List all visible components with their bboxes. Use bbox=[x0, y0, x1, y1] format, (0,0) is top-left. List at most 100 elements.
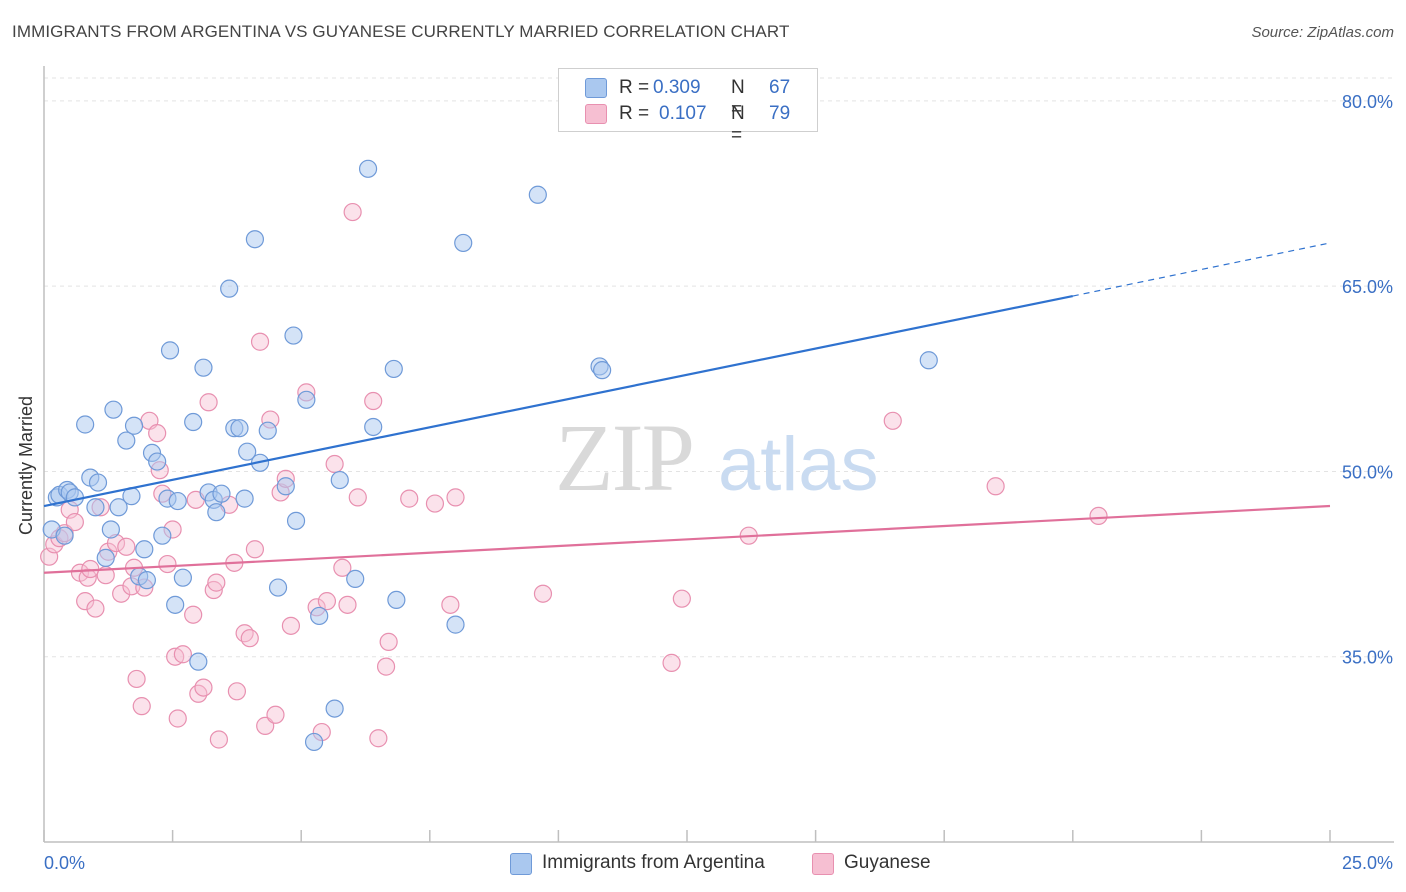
guyanese-point bbox=[158, 554, 177, 574]
legend-swatch-guyanese bbox=[585, 104, 607, 124]
guyanese-point bbox=[184, 605, 203, 624]
guyanese-point bbox=[235, 624, 254, 643]
argentina-point bbox=[101, 520, 120, 539]
guyanese-point bbox=[281, 616, 301, 635]
argentina-point bbox=[212, 484, 231, 503]
argentina-points bbox=[42, 159, 938, 752]
guyanese-point bbox=[317, 592, 337, 611]
argentina-point bbox=[124, 416, 144, 435]
argentina-point bbox=[96, 548, 115, 568]
guyanese-point bbox=[250, 332, 270, 351]
legend-swatch-guyanese bbox=[812, 853, 834, 875]
argentina-point bbox=[55, 526, 74, 545]
guyanese-point bbox=[672, 589, 691, 608]
guyanese-point bbox=[194, 678, 213, 697]
argentina-point bbox=[135, 540, 154, 559]
guyanese-point bbox=[441, 595, 460, 614]
guyanese-point bbox=[132, 697, 151, 716]
argentina-point bbox=[207, 503, 226, 522]
legend-swatch-argentina bbox=[510, 853, 532, 875]
y-axis-label: Currently Married bbox=[16, 395, 36, 535]
tick-labels: 35.0% 50.0% 65.0% 80.0% 0.0% 25.0% bbox=[44, 92, 1393, 873]
argentina-point bbox=[189, 652, 208, 671]
argentina-point bbox=[153, 526, 172, 545]
x-tick-label: 25.0% bbox=[1342, 853, 1393, 873]
watermark-zip: ZIP bbox=[555, 404, 693, 511]
argentina-point bbox=[235, 489, 254, 508]
argentina-point bbox=[358, 159, 378, 178]
argentina-point bbox=[268, 578, 288, 597]
argentina-point bbox=[446, 615, 465, 634]
argentina-point bbox=[304, 732, 324, 752]
legend-r-value: 0.309 bbox=[653, 77, 701, 98]
guyanese-point bbox=[364, 391, 383, 411]
argentina-point bbox=[258, 421, 277, 440]
legend-r-value: 0.107 bbox=[659, 103, 707, 124]
argentina-point bbox=[109, 498, 128, 517]
x-tick-label: 0.0% bbox=[44, 853, 85, 873]
argentina-point bbox=[168, 491, 187, 511]
legend-n-value: 79 bbox=[769, 103, 791, 124]
guyanese-point bbox=[446, 488, 465, 507]
guyanese-point bbox=[76, 592, 95, 611]
argentina-point bbox=[86, 498, 105, 517]
guyanese-point bbox=[376, 657, 396, 676]
guyanese-point bbox=[199, 393, 218, 412]
axes bbox=[43, 66, 1394, 843]
y-tick-label: 80.0% bbox=[1342, 92, 1393, 112]
guyanese-point bbox=[333, 558, 352, 577]
guyanese-point bbox=[266, 705, 285, 724]
argentina-point bbox=[88, 473, 108, 492]
argentina-point bbox=[454, 233, 473, 253]
argentina-point bbox=[117, 431, 136, 450]
guyanese-point bbox=[240, 629, 259, 648]
guyanese-trend-line bbox=[43, 504, 1331, 574]
argentina-point bbox=[330, 470, 349, 490]
legend-n-value: 67 bbox=[769, 77, 791, 98]
argentina-point bbox=[325, 699, 344, 718]
guyanese-point bbox=[986, 477, 1005, 496]
guyanese-point bbox=[204, 580, 223, 600]
guyanese-point bbox=[256, 716, 275, 735]
guyanese-point bbox=[325, 454, 344, 474]
guyanese-point bbox=[379, 632, 398, 651]
argentina-point bbox=[310, 606, 329, 626]
guyanese-point bbox=[883, 411, 902, 430]
argentina-point bbox=[364, 417, 383, 437]
legend-n-label: N = bbox=[731, 77, 745, 120]
argentina-point bbox=[528, 185, 547, 204]
watermark-atlas: atlas bbox=[718, 422, 879, 507]
argentina-trend-extension bbox=[1072, 242, 1331, 297]
argentina-point bbox=[76, 415, 95, 434]
argentina-point bbox=[173, 568, 192, 587]
guyanese-point bbox=[533, 584, 553, 603]
guyanese-point bbox=[112, 584, 131, 603]
legend-label-argentina: Immigrants from Argentina bbox=[542, 852, 765, 873]
guyanese-point bbox=[227, 682, 246, 701]
argentina-point bbox=[384, 359, 403, 379]
argentina-point bbox=[65, 488, 84, 507]
argentina-point bbox=[286, 511, 306, 530]
argentina-point bbox=[919, 351, 938, 370]
argentina-point bbox=[238, 442, 257, 461]
guyanese-points bbox=[40, 202, 1108, 749]
guyanese-point bbox=[348, 488, 367, 507]
argentina-point bbox=[387, 590, 406, 610]
argentina-point bbox=[166, 595, 185, 614]
argentina-point bbox=[276, 477, 295, 496]
y-tick-label: 50.0% bbox=[1342, 462, 1393, 482]
guyanese-point bbox=[209, 730, 228, 749]
legend-r-label: R = bbox=[619, 77, 650, 98]
guyanese-point bbox=[369, 729, 388, 748]
argentina-point bbox=[346, 569, 365, 589]
y-tick-label: 35.0% bbox=[1342, 648, 1393, 668]
legend-label-guyanese: Guyanese bbox=[844, 852, 931, 873]
guyanese-point bbox=[1089, 506, 1108, 526]
guyanese-point bbox=[343, 202, 362, 222]
guyanese-point bbox=[173, 645, 192, 664]
y-tick-label: 65.0% bbox=[1342, 277, 1393, 297]
argentina-point bbox=[194, 358, 213, 377]
legend-swatch-argentina bbox=[585, 78, 607, 98]
argentina-point bbox=[245, 230, 265, 249]
